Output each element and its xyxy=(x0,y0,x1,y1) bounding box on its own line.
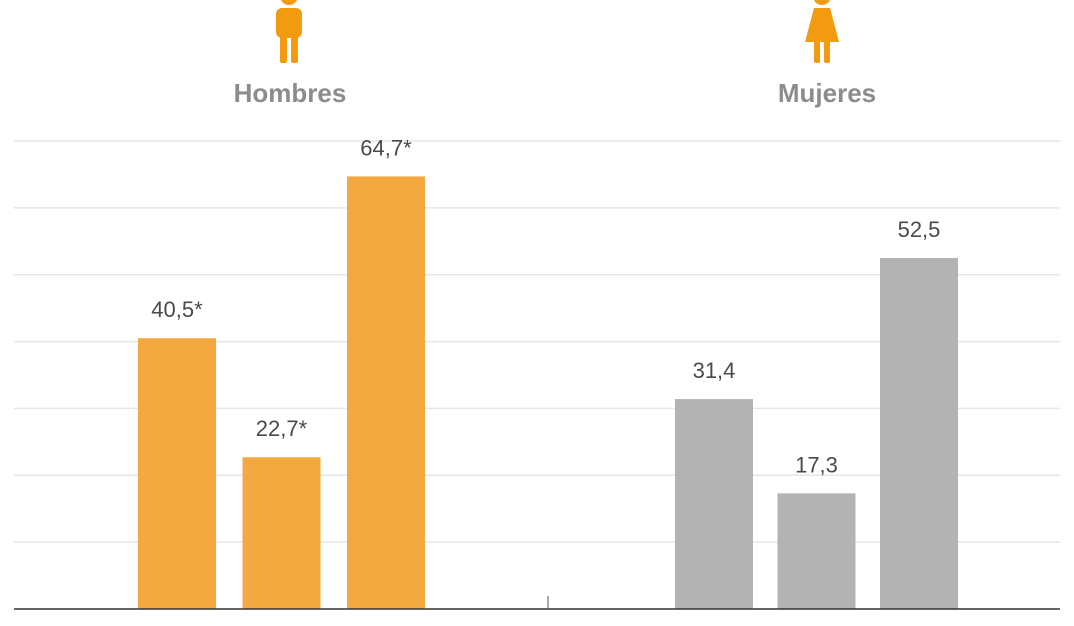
bar-hombres-2 xyxy=(242,457,321,609)
bar-hombres-3 xyxy=(347,176,425,610)
value-label-hombres-3: 64,7* xyxy=(360,135,412,160)
bar-mujeres-1 xyxy=(675,399,753,609)
group-title-hombres: Hombres xyxy=(234,78,347,108)
value-label-hombres-1: 40,5* xyxy=(151,297,203,322)
group-title-mujeres: Mujeres xyxy=(778,78,876,108)
male-person-icon xyxy=(276,0,302,63)
bars xyxy=(138,176,958,610)
female-person-icon xyxy=(805,0,839,63)
value-label-mujeres-1: 31,4 xyxy=(693,358,736,383)
value-label-hombres-2: 22,7* xyxy=(256,416,308,441)
bar-hombres-1 xyxy=(138,338,216,609)
value-label-mujeres-2: 17,3 xyxy=(795,452,838,477)
value-labels: 40,5* 22,7* 64,7* 31,4 17,3 52,5 xyxy=(151,135,940,477)
bar-mujeres-2 xyxy=(777,493,856,609)
bar-mujeres-3 xyxy=(880,258,958,609)
value-label-mujeres-3: 52,5 xyxy=(898,217,941,242)
